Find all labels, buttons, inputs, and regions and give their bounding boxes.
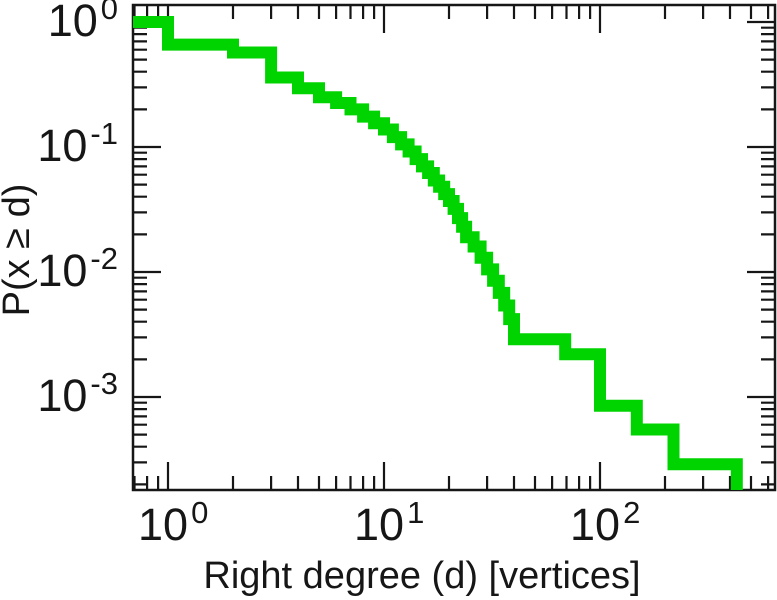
tick-exponent: 0: [191, 495, 209, 530]
x-tick-label: 102: [570, 497, 640, 550]
x-axis-title: Right degree (d) [vertices]: [203, 555, 641, 597]
tick-base: 10: [37, 370, 88, 421]
plot-border: [131, 3, 777, 492]
ccdf-step-line: [133, 16, 743, 490]
y-tick-label: 10-1: [37, 118, 118, 171]
minor-ticks: [133, 5, 775, 490]
tick-base: 10: [138, 499, 189, 550]
tick-base: 10: [37, 120, 88, 171]
axis-ticks: [133, 5, 775, 490]
major-ticks: [133, 5, 775, 490]
y-tick-label: 10-3: [37, 368, 118, 421]
y-axis-title: P(x ≥ d): [0, 183, 38, 317]
tick-base: 10: [570, 499, 621, 550]
tick-exponent: 2: [623, 495, 641, 530]
x-tick-label: 101: [354, 497, 424, 550]
tick-base: 10: [37, 245, 88, 296]
tick-base: 10: [354, 499, 405, 550]
tick-base: 10: [47, 0, 98, 46]
y-tick-label: 100: [48, 0, 118, 43]
tick-exponent: -1: [90, 116, 118, 151]
x-tick-label: 100: [138, 497, 208, 550]
y-tick-label: 10-2: [37, 243, 118, 296]
tick-exponent: 1: [407, 495, 425, 530]
tick-exponent: -3: [90, 366, 118, 401]
tick-exponent: -2: [90, 241, 118, 276]
tick-exponent: 0: [100, 0, 118, 26]
